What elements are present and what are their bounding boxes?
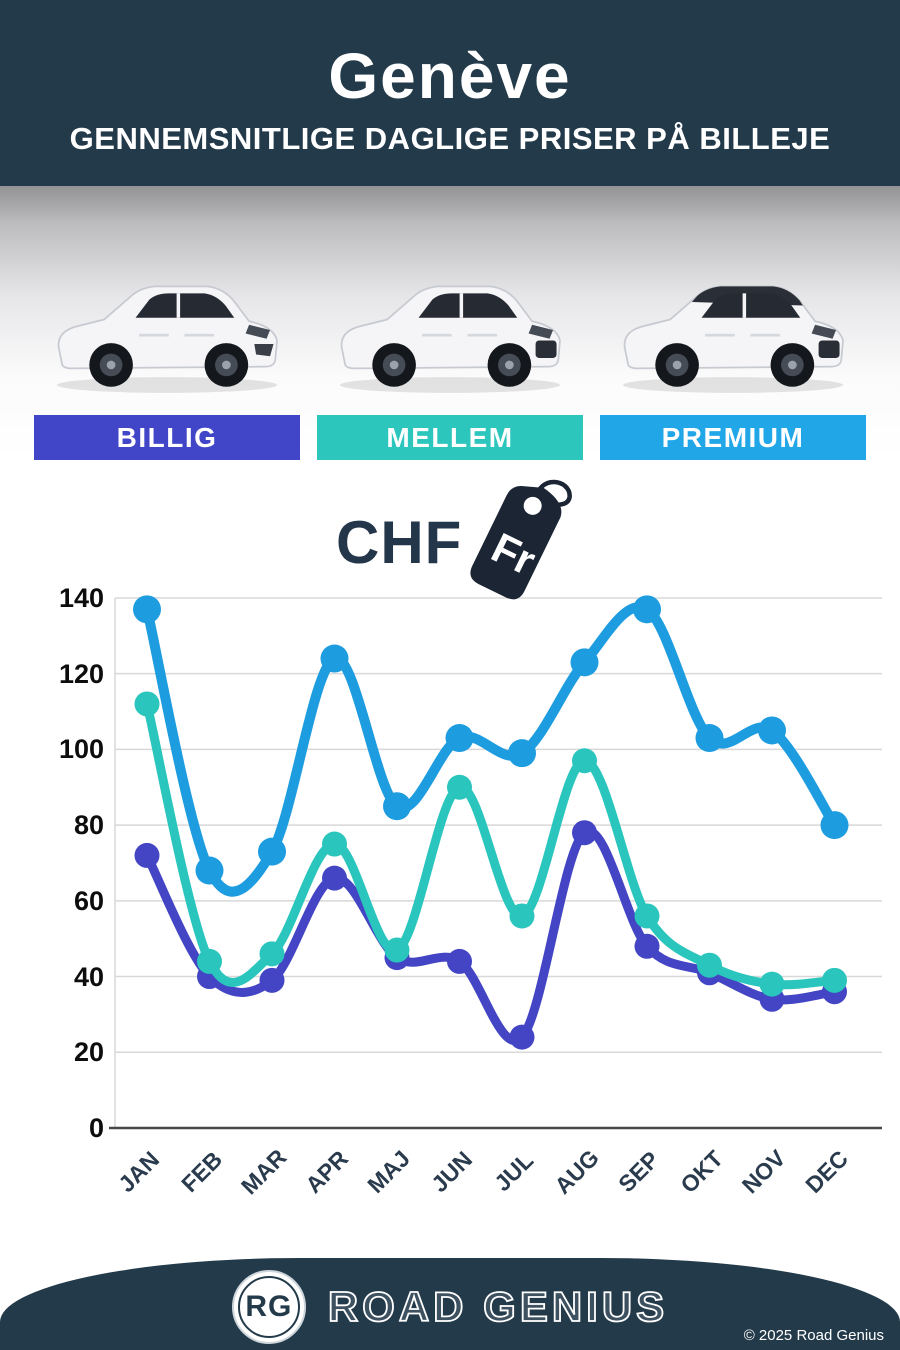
data-point-mellem-dec [822,967,847,993]
page-subtitle: GENNEMSNITLIGE DAGLIGE PRISER PÅ BILLEJE [69,120,831,156]
page-title: Genève [328,40,572,113]
data-point-billig-aug [572,820,597,846]
data-point-billig-jun [447,948,472,974]
data-point-mellem-mar [259,941,285,967]
data-point-premium-jul [508,739,536,768]
price-tag-icon: Fr [470,479,572,600]
y-tick-label: 120 [58,658,104,689]
y-tick-label: 40 [73,961,104,992]
x-month-label: JUL [489,1147,539,1197]
y-tick-label: 100 [58,734,104,765]
y-tick-label: 60 [73,885,104,916]
car-image-mellem [319,249,581,411]
x-month-label: DEC [799,1145,853,1199]
data-point-mellem-okt [697,952,722,978]
x-month-label: JAN [113,1146,165,1198]
data-point-mellem-jun [447,774,472,800]
x-month-label: FEB [175,1146,227,1198]
x-month-label: OKT [674,1145,728,1199]
copyright-text: © 2025 Road Genius [743,1327,884,1344]
data-point-premium-sep [633,595,661,624]
price-chart-svg [109,595,882,1130]
data-point-premium-feb [195,856,224,885]
data-point-premium-maj [383,792,411,821]
car-tiers-row: BILLIG MELLEM [0,196,900,460]
tier-label-mellem: MELLEM [386,421,514,453]
data-point-billig-apr [322,865,347,891]
data-point-mellem-feb [197,948,222,974]
data-point-premium-nov [758,716,786,745]
y-tick-label: 20 [73,1037,104,1068]
footer-brand-row: RG ROAD GENIUS [0,1270,900,1344]
x-month-label: SEP [613,1146,665,1198]
x-month-label: APR [299,1145,353,1199]
data-point-mellem-apr [322,831,347,857]
data-point-mellem-jul [509,903,535,929]
car-image-billig [36,249,298,411]
data-point-premium-apr [320,644,349,673]
tier-bar-premium: PREMIUM [600,415,866,460]
data-point-premium-jun [445,724,474,753]
tier-label-billig: BILLIG [116,421,218,453]
y-tick-label: 0 [88,1113,104,1143]
data-point-billig-mar [259,967,285,993]
tier-column-mellem: MELLEM [317,196,583,460]
data-point-billig-jul [509,1024,535,1050]
x-month-label: JUN [425,1146,477,1198]
data-point-mellem-aug [572,748,597,774]
data-point-premium-mar [258,837,286,866]
tier-column-premium: PREMIUM [600,196,866,460]
brand-name: ROAD GENIUS [327,1282,669,1331]
data-point-mellem-maj [384,937,410,963]
x-month-label: MAJ [362,1145,416,1199]
data-point-mellem-nov [759,971,785,997]
tier-label-premium: PREMIUM [661,421,805,453]
price-chart: 0 20 40 60 80 100 120 140 JAN FEB MAR APR MAJ JUN JUL… [0,575,900,1225]
data-point-billig-sep [634,933,660,959]
data-point-premium-jan [133,595,161,624]
data-point-premium-okt [695,724,724,753]
footer: RG ROAD GENIUS © 2025 Road Genius [0,1258,900,1350]
y-tick-label: 80 [73,810,104,841]
data-point-premium-dec [820,811,849,840]
car-image-premium [602,249,864,411]
tier-column-billig: BILLIG [34,196,300,460]
tier-bar-mellem: MELLEM [317,415,583,460]
x-month-label: NOV [736,1144,791,1199]
x-month-label: MAR [235,1143,292,1200]
data-point-billig-jan [134,842,160,868]
badge-initials: RG [245,1290,293,1323]
header: Genève GENNEMSNITLIGE DAGLIGE PRISER PÅ … [0,0,900,186]
currency-logo: CHF Fr [330,468,580,613]
data-point-premium-aug [570,648,599,677]
x-month-label: AUG [548,1144,604,1199]
road-genius-badge-icon: RG [231,1270,306,1344]
currency-code: CHF [336,509,463,576]
data-point-mellem-jan [134,691,160,717]
tier-bar-billig: BILLIG [34,415,300,460]
data-point-mellem-sep [634,903,660,929]
y-tick-label: 140 [58,582,104,613]
